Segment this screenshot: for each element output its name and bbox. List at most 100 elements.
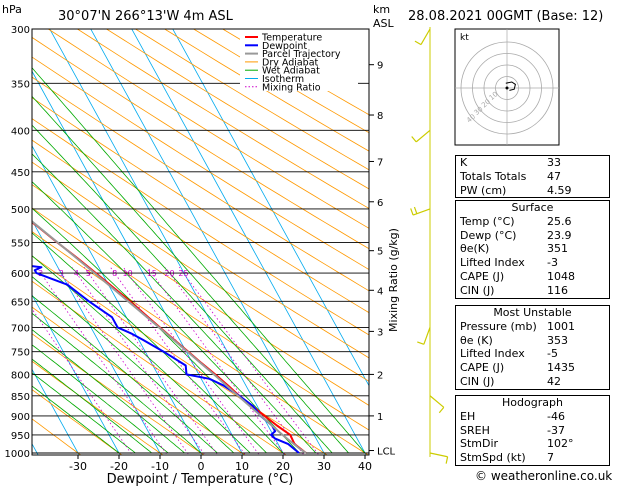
most-unstable-value: 42 bbox=[547, 374, 561, 388]
isotherm-line bbox=[32, 70, 244, 455]
wind-profile bbox=[410, 27, 449, 464]
indices-value: 47 bbox=[547, 169, 561, 183]
dry-adiabat-line bbox=[32, 139, 369, 359]
most-unstable-label: θe (K) bbox=[460, 333, 493, 347]
wet-adiabat-line bbox=[32, 312, 202, 454]
dry-adiabat-line bbox=[32, 418, 82, 455]
mixing-ratio-tick-label: 5 bbox=[86, 269, 91, 278]
location-title: 30°07'N 266°13'W 4m ASL bbox=[58, 9, 234, 24]
hodograph-label: StmDir bbox=[460, 437, 499, 451]
wet-adiabat-line bbox=[32, 372, 136, 454]
surface-label: Lifted Index bbox=[460, 256, 525, 270]
axes: 3003504004505005506006507007508008509009… bbox=[5, 25, 396, 473]
surface-value: 23.9 bbox=[547, 228, 572, 242]
surface-label: θe(K) bbox=[460, 242, 490, 256]
hodograph-row: SREH -37 bbox=[456, 424, 609, 438]
hodograph-value: -37 bbox=[547, 423, 565, 437]
km-tick-label: 1 bbox=[377, 412, 383, 423]
wind-barb bbox=[412, 208, 431, 216]
hodograph-track bbox=[505, 81, 516, 91]
dry-adiabat-line bbox=[163, 29, 369, 152]
km-tick-label: 7 bbox=[377, 157, 383, 168]
indices-row: Totals Totals 47 bbox=[456, 170, 609, 184]
legend-entry: Dewpoint bbox=[262, 41, 307, 52]
dry-adiabat-line bbox=[105, 29, 369, 190]
most-unstable-row: θe (K) 353 bbox=[456, 334, 609, 348]
isotherm-line bbox=[49, 29, 285, 455]
pressure-tick-label: 1000 bbox=[5, 449, 30, 460]
legend-entry: Wet Adiabat bbox=[262, 66, 320, 77]
km-tick-label: 3 bbox=[377, 327, 383, 338]
wind-barb-flag bbox=[410, 208, 414, 216]
dry-adiabat-line bbox=[32, 56, 369, 271]
surface-title: Surface bbox=[511, 201, 554, 214]
most-unstable-row: CIN (J) 42 bbox=[456, 375, 609, 389]
dry-adiabat-line bbox=[32, 360, 164, 455]
surface-value: 351 bbox=[547, 242, 568, 256]
wind-barb-flag bbox=[417, 341, 425, 345]
hodograph-row: StmDir 102° bbox=[456, 437, 609, 451]
mixing-ratio-tick-label: 1 bbox=[5, 269, 10, 278]
wind-barb-flag bbox=[414, 40, 422, 46]
mixing-ratio-line bbox=[83, 266, 219, 455]
x-tick-label: -20 bbox=[110, 460, 128, 473]
mixing-ratio-line bbox=[122, 266, 260, 455]
pressure-tick-label: 350 bbox=[11, 79, 30, 90]
mixing-ratio-line bbox=[147, 266, 286, 455]
legend-entry: Dry Adiabat bbox=[262, 57, 319, 68]
indices-value: 4.59 bbox=[547, 183, 572, 197]
wind-barb-flag bbox=[411, 136, 417, 143]
most-unstable-row: CAPE (J) 1435 bbox=[456, 361, 609, 375]
isotherm-line bbox=[90, 29, 326, 455]
hodograph-label: SREH bbox=[460, 423, 490, 437]
dry-adiabat-line bbox=[76, 29, 369, 209]
wet-adiabat-line bbox=[32, 124, 333, 454]
km-tick-label: 4 bbox=[377, 286, 383, 297]
wind-barb bbox=[423, 327, 431, 345]
surface-value: 1048 bbox=[547, 269, 575, 283]
footer-credit: © weatheronline.co.uk bbox=[475, 469, 613, 483]
dry-adiabat-line bbox=[32, 76, 369, 292]
hodograph-value: -46 bbox=[547, 409, 565, 423]
isotherm-line bbox=[32, 368, 80, 455]
wind-barb bbox=[415, 129, 431, 143]
x-tick-label: 40 bbox=[358, 460, 372, 473]
indices-label: Totals Totals bbox=[460, 169, 527, 183]
km-label: km bbox=[373, 3, 390, 16]
wet-adiabat-line bbox=[32, 181, 300, 454]
indices-value: 33 bbox=[547, 156, 561, 169]
dry-adiabat-line bbox=[134, 29, 369, 171]
surface-label: Dewp (°C) bbox=[460, 228, 517, 242]
pressure-tick-label: 850 bbox=[11, 392, 30, 403]
hodograph-row: StmSpd (kt) 7 bbox=[456, 451, 609, 465]
most-unstable-label: CIN (J) bbox=[460, 374, 495, 388]
dry-adiabat-line bbox=[32, 280, 287, 455]
background-grid: 1 2 3 4 5 8 10 15 20 25 bbox=[5, 29, 369, 455]
indices-row: PW (cm) 4.59 bbox=[456, 184, 609, 198]
indices-label: K bbox=[460, 156, 468, 169]
indices-row: K 33 bbox=[456, 156, 609, 170]
hodograph-storm-motion bbox=[505, 86, 509, 90]
pressure-tick-label: 900 bbox=[11, 412, 30, 423]
temperature-line bbox=[32, 220, 307, 454]
wind-barb-flag bbox=[445, 456, 449, 464]
wet-adiabat-line bbox=[32, 232, 267, 454]
dry-adiabat-line bbox=[32, 389, 123, 455]
hodograph-row: EH -46 bbox=[456, 410, 609, 424]
surface-row: θe(K) 351 bbox=[456, 242, 609, 256]
pressure-tick-label: 600 bbox=[11, 269, 30, 280]
x-tick-label: 20 bbox=[276, 460, 290, 473]
indices-label: PW (cm) bbox=[460, 183, 507, 197]
legend-entry: Mixing Ratio bbox=[262, 82, 321, 93]
datetime-title: 28.08.2021 00GMT (Base: 12) bbox=[408, 9, 603, 24]
pressure-tick-label: 550 bbox=[11, 238, 30, 249]
hodograph-ring-label: 30 bbox=[473, 105, 485, 117]
most-unstable-label: Lifted Index bbox=[460, 347, 525, 361]
wind-barb-flag bbox=[413, 206, 418, 214]
hodograph-kt-label: kt bbox=[460, 33, 469, 43]
wind-barb-flag bbox=[438, 406, 445, 414]
mixing-ratio-tick-label: 10 bbox=[123, 269, 133, 278]
pressure-tick-label: 500 bbox=[11, 205, 30, 216]
